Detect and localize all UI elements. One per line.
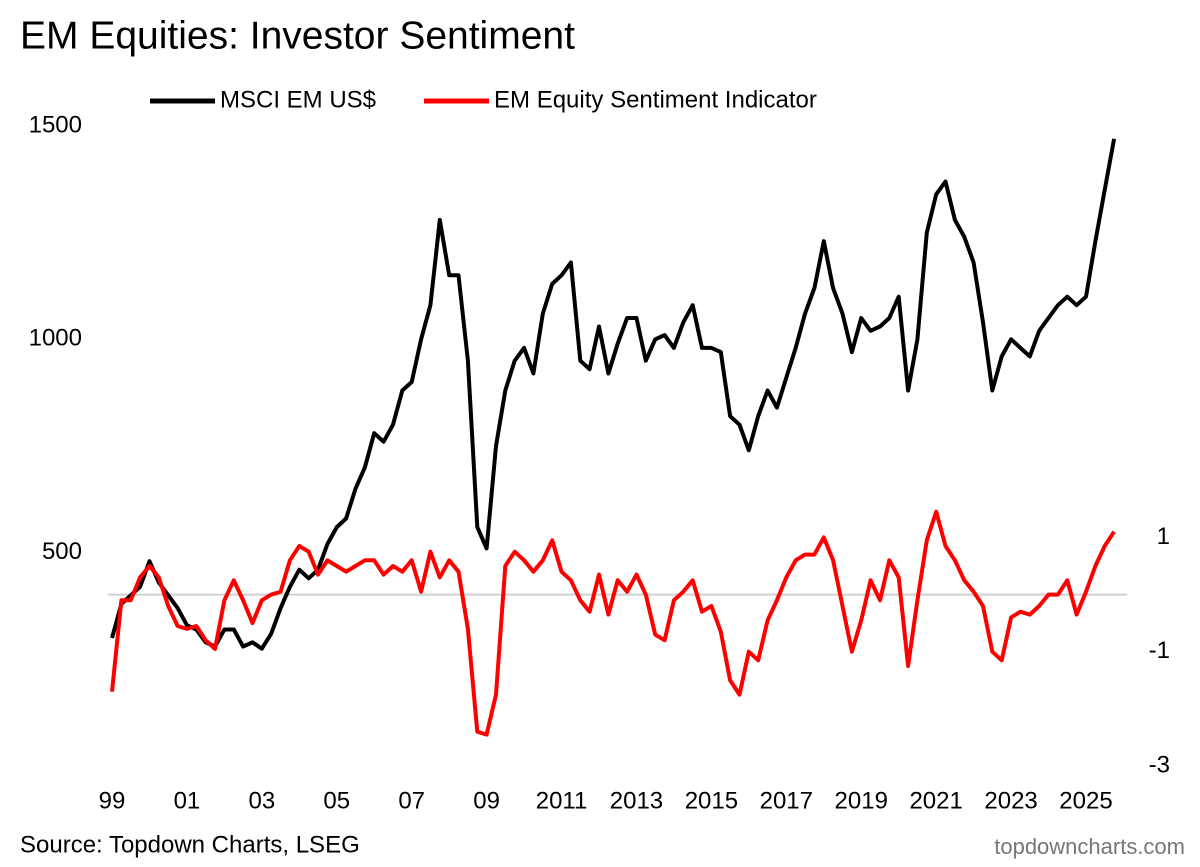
x-tick-label: 07 xyxy=(398,787,425,814)
x-tick-label: 2013 xyxy=(610,787,663,814)
source: Source: Topdown Charts, LSEG xyxy=(20,831,360,858)
x-tick-label: 2017 xyxy=(760,787,813,814)
x-tick-label: 05 xyxy=(323,787,350,814)
x-tick-label: 99 xyxy=(99,787,126,814)
series-line xyxy=(110,138,1117,651)
legend-label: EM Equity Sentiment Indicator xyxy=(494,86,817,113)
chart-title: EM Equities: Investor Sentiment xyxy=(20,14,575,57)
y-tick-label: 1500 xyxy=(29,111,82,138)
x-tick-label: 01 xyxy=(174,787,201,814)
x-tick-label: 2011 xyxy=(536,787,588,814)
y-tick-label: 1000 xyxy=(29,325,82,352)
x-tick-label: 2025 xyxy=(1059,787,1112,814)
series-line xyxy=(110,509,1116,737)
y2-tick-label: -3 xyxy=(1149,751,1170,778)
x-tick-label: 09 xyxy=(473,787,500,814)
legend-label: MSCI EM US$ xyxy=(220,86,376,113)
x-tick-label: 2019 xyxy=(835,787,888,814)
x-tick-label: 03 xyxy=(248,787,275,814)
x-tick-label: 2015 xyxy=(685,787,738,814)
y-tick-label: 500 xyxy=(42,538,82,565)
watermark: topdowncharts.com xyxy=(994,834,1185,859)
x-tick-label: 2021 xyxy=(909,787,962,814)
x-tick-label: 2023 xyxy=(984,787,1037,814)
y2-tick-label: 1 xyxy=(1157,523,1170,550)
y2-tick-label: -1 xyxy=(1149,637,1170,664)
